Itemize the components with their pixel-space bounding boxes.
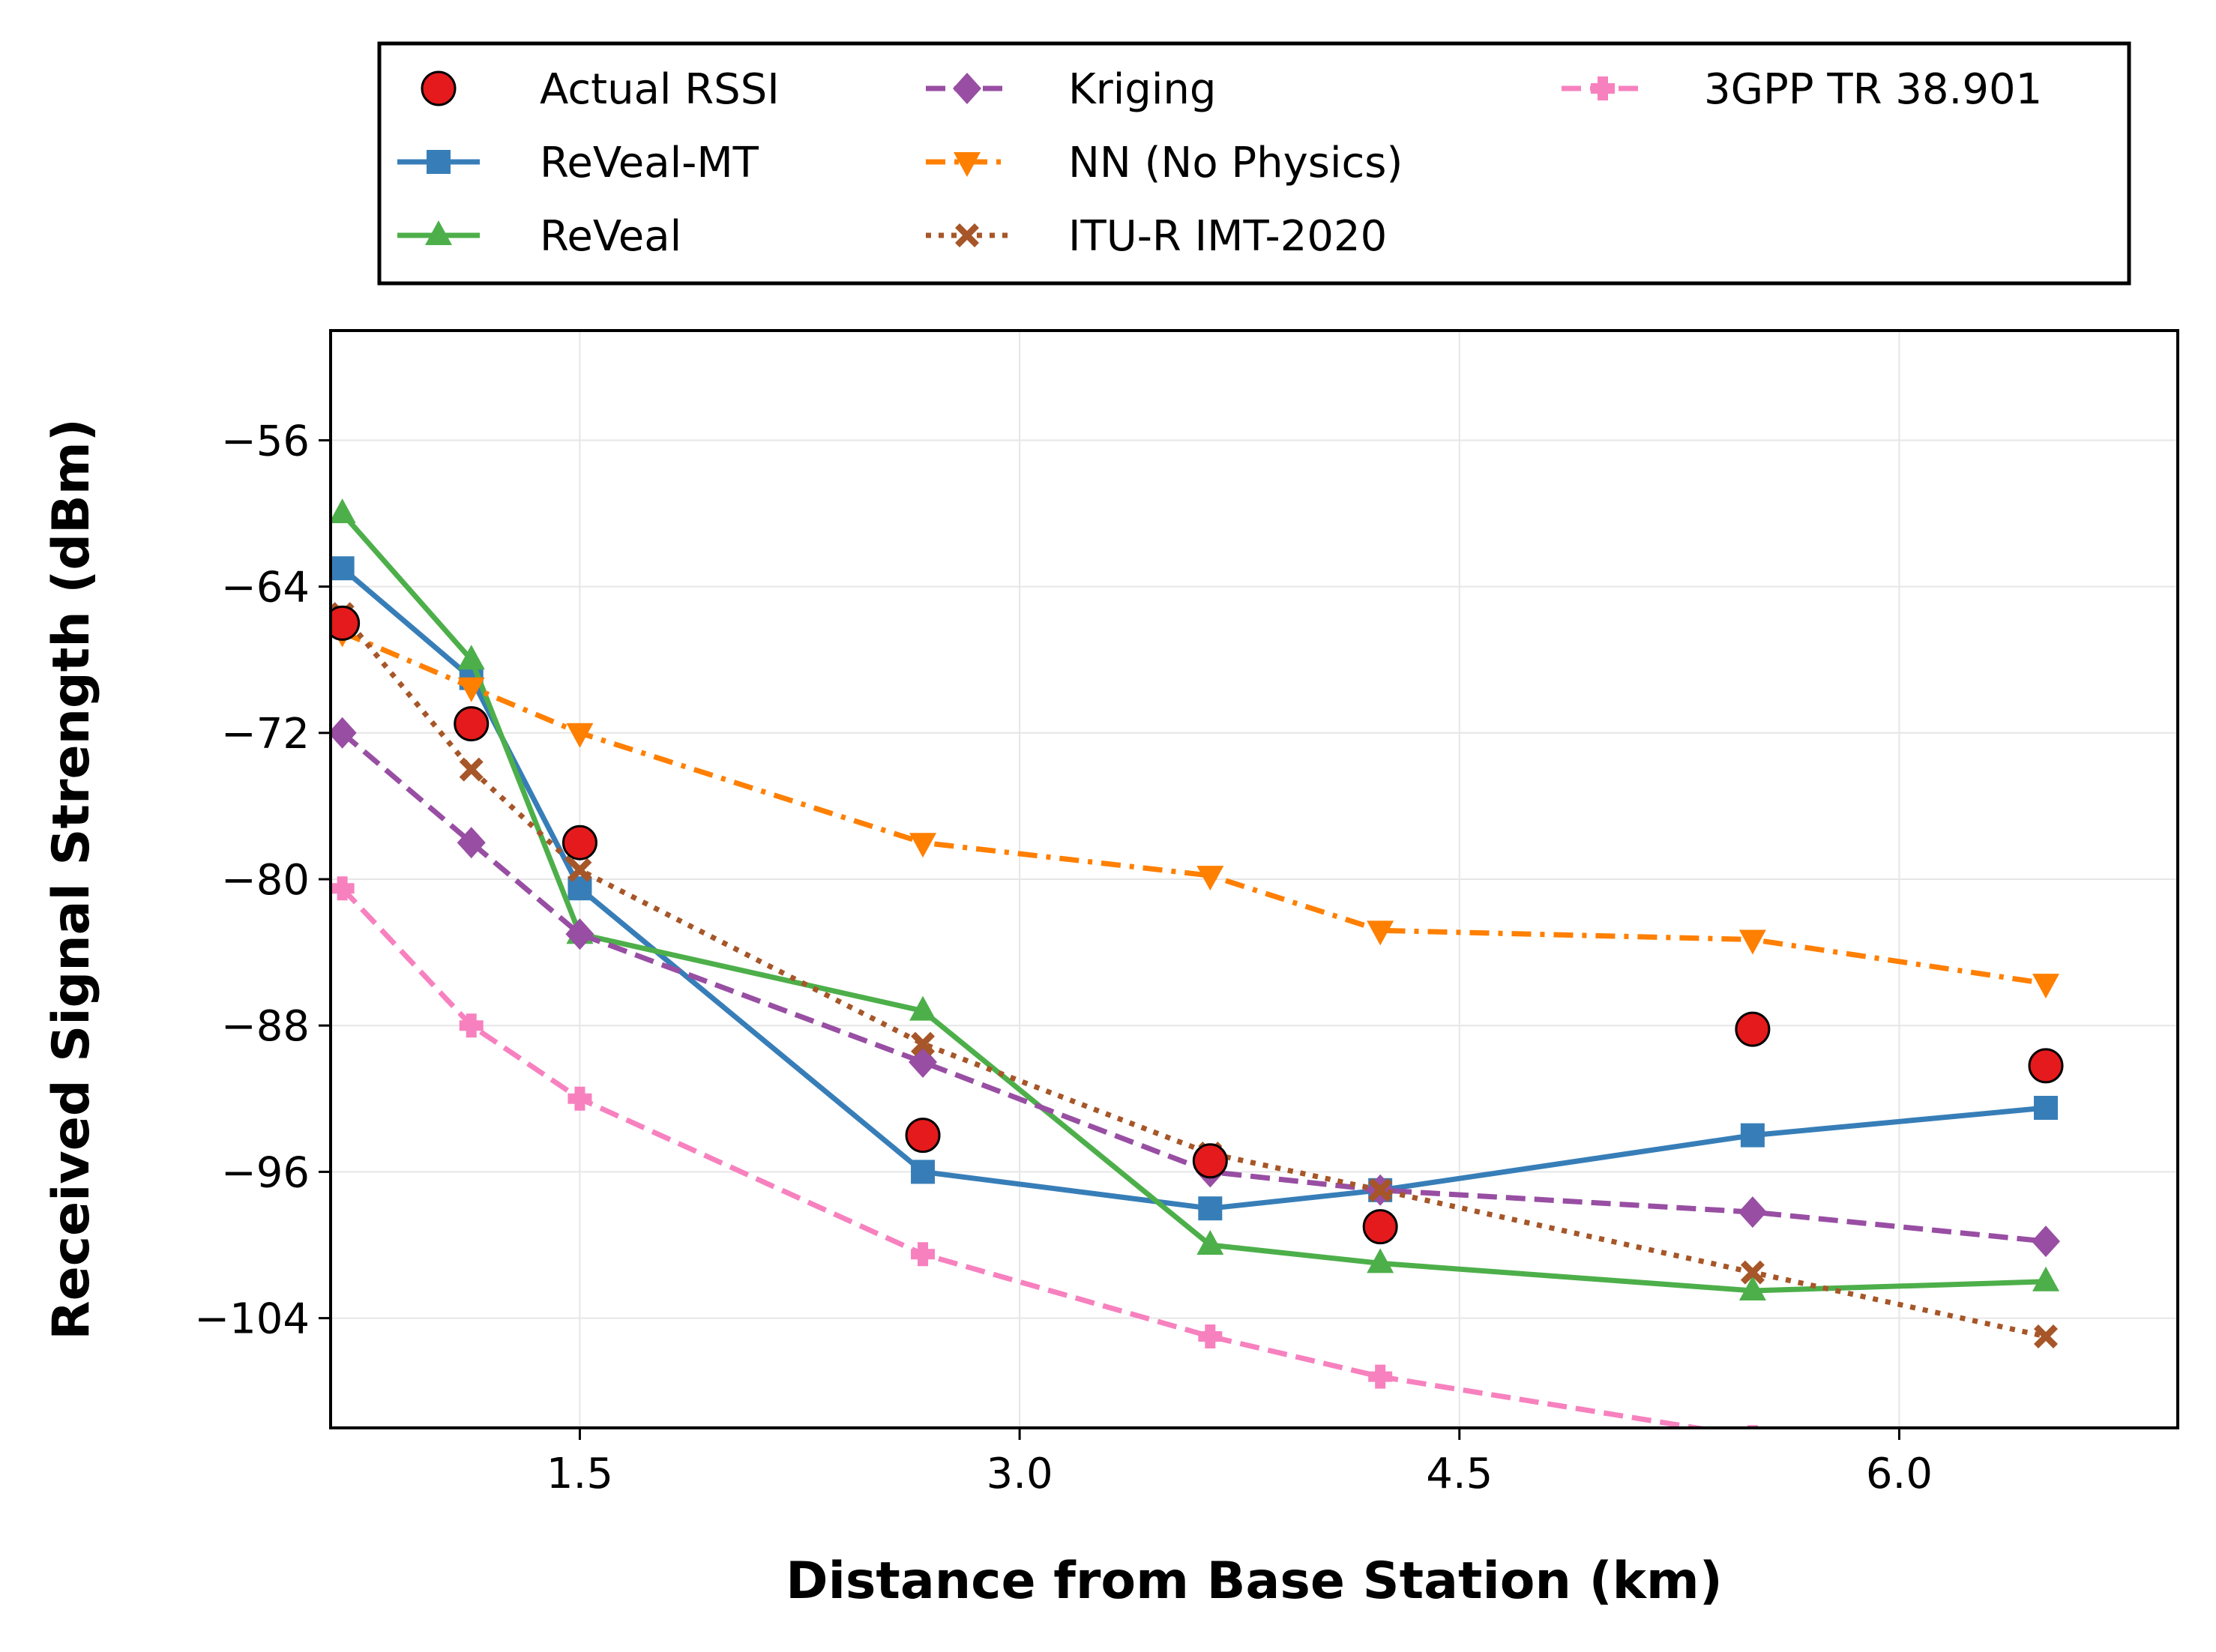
series-actual-rssi xyxy=(331,605,2064,1245)
data-point xyxy=(2032,1266,2059,1291)
legend-label: Actual RSSI xyxy=(540,65,780,114)
data-point xyxy=(2034,1324,2058,1348)
y-tick-label: −104 xyxy=(194,1295,310,1344)
data-point xyxy=(2034,1471,2058,1495)
data-point xyxy=(1368,1364,1393,1389)
legend-marker xyxy=(427,150,451,174)
legend-marker xyxy=(1591,76,1615,100)
data-point xyxy=(1198,1196,1223,1221)
data-point xyxy=(459,757,484,782)
legend-marker xyxy=(955,223,979,247)
data-point xyxy=(567,857,592,882)
data-point xyxy=(909,833,937,858)
data-point xyxy=(1740,1123,1765,1148)
legend-entry: 3GPP TR 38.901 xyxy=(1562,65,2042,114)
data-point xyxy=(2032,974,2059,999)
data-point xyxy=(1192,1143,1228,1179)
x-tick-label: 6.0 xyxy=(1866,1450,1933,1498)
series-reveal xyxy=(331,498,2059,1300)
data-point xyxy=(911,1160,936,1184)
y-tick-label: −72 xyxy=(221,710,310,759)
data-point xyxy=(2028,1048,2064,1084)
data-point xyxy=(454,706,490,742)
data-point xyxy=(1362,1209,1398,1245)
series-line xyxy=(340,511,2047,1294)
data-point xyxy=(561,825,597,860)
data-point xyxy=(905,1118,941,1154)
legend-label: 3GPP TR 38.901 xyxy=(1704,65,2042,114)
x-tick-label: 1.5 xyxy=(547,1450,613,1498)
axes: 1.5 3.0 4.5 6.0 −56 −64 −72 −80 −88 −96 −104 xyxy=(194,417,1933,1498)
legend-label: Kriging xyxy=(1068,65,1216,114)
data-point xyxy=(331,605,361,641)
legend-entry: Actual RSSI xyxy=(421,65,780,114)
y-tick-label: −88 xyxy=(221,1002,310,1051)
data-point xyxy=(1735,1011,1771,1047)
series-line xyxy=(340,731,2047,1244)
data-point xyxy=(1738,1196,1767,1229)
data-point xyxy=(331,498,356,523)
data-point xyxy=(1368,1178,1393,1202)
series-itu-r-imt-2020 xyxy=(331,602,2058,1348)
data-point xyxy=(2034,1096,2058,1120)
data-point xyxy=(2032,1226,2060,1258)
series-reveal-mt xyxy=(331,556,2058,1221)
y-tick-label: −64 xyxy=(221,564,310,612)
data-point xyxy=(911,1242,936,1267)
data-point xyxy=(1738,929,1766,955)
series-3gpp-tr-38-901 xyxy=(331,876,2058,1495)
x-tick-label: 3.0 xyxy=(987,1450,1053,1498)
legend-entry: ITU-R IMT-2020 xyxy=(926,212,1387,261)
data-point xyxy=(1196,866,1224,891)
data-point xyxy=(457,645,485,670)
legend-marker xyxy=(421,70,457,106)
legend-marker xyxy=(954,152,981,177)
data-point xyxy=(331,556,355,581)
x-tick-label: 4.5 xyxy=(1426,1450,1493,1498)
data-point xyxy=(1367,920,1394,946)
legend-label: NN (No Physics) xyxy=(1068,139,1403,187)
y-axis-label: Received Signal Strength (dBm) xyxy=(42,418,101,1340)
grid xyxy=(331,331,2178,1428)
series-line xyxy=(340,886,1713,1428)
data-point xyxy=(567,1086,592,1111)
data-point xyxy=(1740,1260,1765,1285)
legend-entry: NN (No Physics) xyxy=(926,139,1403,187)
data-point xyxy=(1198,1324,1223,1348)
legend: Actual RSSI ReVeal-MT ReVeal Kriging NN (No … xyxy=(377,41,2131,286)
series-kriging xyxy=(331,717,2060,1258)
data-point xyxy=(457,677,485,702)
data-point xyxy=(909,995,937,1021)
legend-frame xyxy=(377,41,2131,286)
data-point xyxy=(911,1031,936,1056)
series-line xyxy=(340,566,2047,1211)
data-point xyxy=(331,717,357,749)
legend-marker xyxy=(425,220,452,245)
data-point xyxy=(331,876,355,901)
series-line xyxy=(341,630,2047,986)
data-point xyxy=(459,1013,484,1038)
series-line xyxy=(340,612,2047,1339)
legend-label: ITU-R IMT-2020 xyxy=(1068,212,1387,261)
data-point xyxy=(1196,1230,1224,1255)
series-layer xyxy=(331,498,2064,1495)
data-point xyxy=(1367,1248,1394,1273)
data-point xyxy=(566,723,594,748)
y-tick-label: −96 xyxy=(221,1148,310,1197)
y-tick-label: −80 xyxy=(221,856,310,905)
legend-label: ReVeal xyxy=(540,212,681,261)
legend-label: ReVeal-MT xyxy=(540,139,759,187)
data-point xyxy=(457,827,486,859)
data-point xyxy=(1738,1276,1766,1300)
series-nn-no-physics xyxy=(331,622,2059,999)
legend-entry: ReVeal xyxy=(397,212,681,261)
y-tick-label: −56 xyxy=(221,417,310,465)
legend-entry: ReVeal-MT xyxy=(397,139,759,187)
data-point xyxy=(565,918,594,950)
x-axis-label: Distance from Base Station (km) xyxy=(786,1552,1723,1611)
legend-entry: Kriging xyxy=(926,65,1216,114)
legend-marker xyxy=(953,73,981,104)
